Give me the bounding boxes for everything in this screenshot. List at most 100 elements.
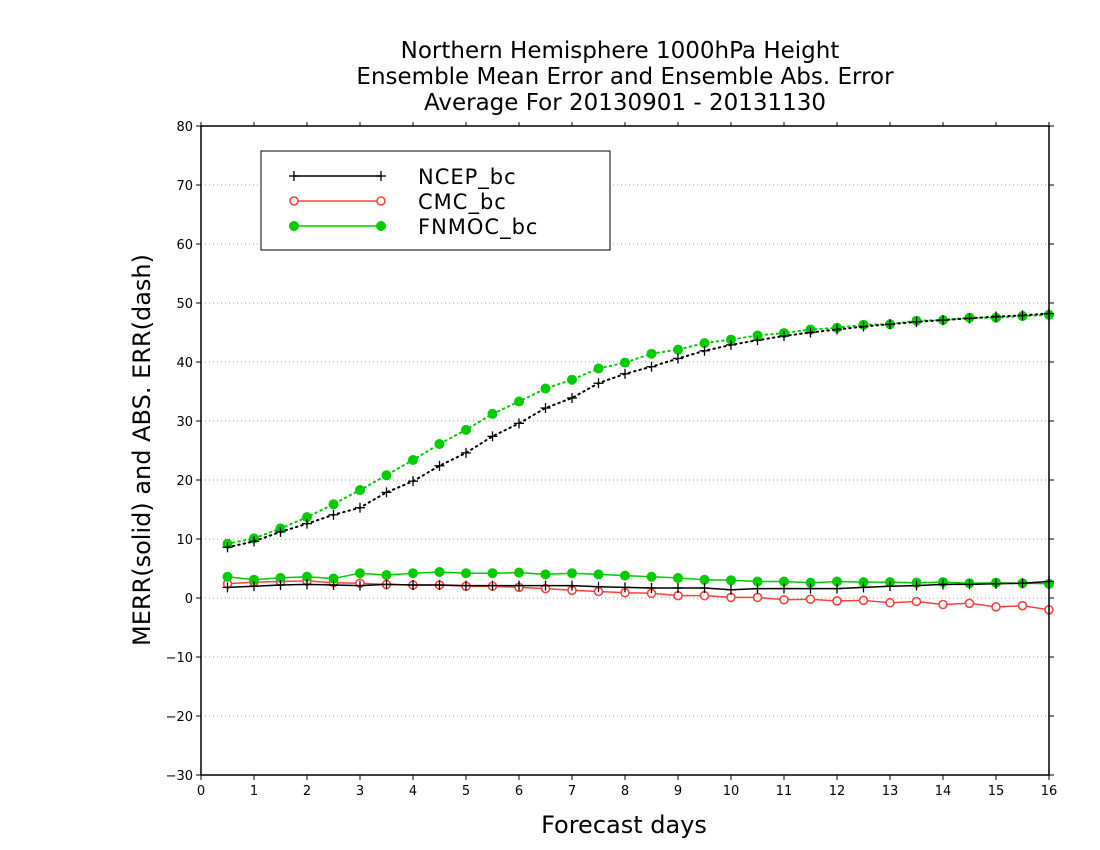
legend-label-cmc-bc: CMC_bc <box>418 190 507 215</box>
ncep-bc-abs-err-point-23 <box>832 324 842 335</box>
ncep-bc-merr-point-0 <box>222 582 233 593</box>
legend-marker-end-cmc-bc <box>376 196 386 206</box>
y-tick-label-8: 50 <box>176 297 193 312</box>
cmc-bc-merr-point-25 <box>885 597 895 608</box>
ncep-bc-merr-point-15 <box>620 582 630 593</box>
fnmoc-bc-merr-point-18 <box>699 574 710 585</box>
fnmoc-bc-abs-err-point-13 <box>567 374 577 385</box>
x-tick-label-1: 1 <box>250 784 258 799</box>
legend-marker-start-ncep-bc <box>289 171 299 181</box>
fnmoc-bc-abs-err-point-10 <box>487 408 498 419</box>
x-tick-label-16: 16 <box>1041 784 1058 799</box>
legend-marker-end-fnmoc-bc <box>376 221 386 231</box>
title-line-2: Ensemble Mean Error and Ensemble Abs. Er… <box>356 64 894 90</box>
fnmoc-bc-merr-point-6 <box>381 569 392 580</box>
ncep-bc-merr-point-22 <box>805 583 816 594</box>
fnmoc-bc-abs-err-point-7 <box>408 454 418 465</box>
cmc-bc-merr-point-21 <box>779 594 789 605</box>
fnmoc-bc-merr-point-16 <box>646 571 657 582</box>
ncep-bc-abs-err-point-4 <box>328 509 339 520</box>
ncep-bc-merr-point-1 <box>249 581 259 592</box>
ncep-bc-abs-err-point-25 <box>885 319 895 330</box>
x-tick-label-7: 7 <box>568 784 576 799</box>
fnmoc-bc-abs-err-point-12 <box>540 383 551 394</box>
fnmoc-bc-abs-err-point-14 <box>593 363 604 374</box>
ncep-bc-abs-err-point-9 <box>461 447 471 458</box>
ncep-bc-merr-point-9 <box>461 580 471 591</box>
y-tick-label-1: −20 <box>166 710 193 725</box>
cmc-bc-merr-point-28 <box>964 598 975 609</box>
ncep-bc-abs-err-point-3 <box>302 518 312 529</box>
ncep-bc-abs-err-point-21 <box>779 331 789 342</box>
x-tick-label-9: 9 <box>674 784 682 799</box>
cmc-bc-merr-point-30 <box>1017 600 1028 611</box>
ncep-bc-merr-point-19 <box>726 584 736 595</box>
ncep-bc-merr-point-20 <box>752 583 763 594</box>
ncep-bc-merr-point-23 <box>832 583 842 594</box>
y-tick-label-5: 20 <box>176 474 193 489</box>
y-tick-label-7: 40 <box>176 356 193 371</box>
y-tick-label-0: −30 <box>166 769 193 784</box>
x-tick-label-13: 13 <box>882 784 899 799</box>
fnmoc-bc-abs-err-point-15 <box>620 357 630 368</box>
y-tick-label-9: 60 <box>176 238 193 253</box>
series-fnmoc-bc <box>222 309 1054 589</box>
ncep-bc-merr-point-6 <box>381 579 392 590</box>
y-tick-label-4: 10 <box>176 533 193 548</box>
ncep-bc-abs-err-point-27 <box>938 315 948 326</box>
fnmoc-bc-merr-point-19 <box>726 575 736 586</box>
fnmoc-bc-merr-point-10 <box>487 568 498 579</box>
fnmoc-bc-merr-point-14 <box>593 569 604 580</box>
ncep-bc-abs-err-point-10 <box>487 431 498 442</box>
ncep-bc-abs-err-point-22 <box>805 327 816 338</box>
ncep-bc-abs-err-point-28 <box>964 313 975 324</box>
legend-marker-end-ncep-bc <box>376 171 386 181</box>
ncep-bc-abs-err-point-15 <box>620 368 630 379</box>
ncep-bc-merr-point-11 <box>514 580 524 591</box>
x-tick-label-4: 4 <box>409 784 417 799</box>
ncep-bc-abs-err-point-12 <box>540 403 551 414</box>
chart-title: Northern Hemisphere 1000hPa Height Ensem… <box>356 38 894 116</box>
ncep-bc-merr-point-4 <box>328 580 339 591</box>
y-tick-label-2: −10 <box>166 651 193 666</box>
y-tick-label-3: 0 <box>185 592 193 607</box>
ncep-bc-merr-point-30 <box>1017 578 1028 589</box>
fnmoc-bc-abs-err-point-11 <box>514 396 524 407</box>
fnmoc-bc-merr-point-17 <box>673 572 683 583</box>
ncep-bc-merr-point-14 <box>593 581 604 592</box>
fnmoc-bc-abs-err-point-8 <box>434 439 445 450</box>
ncep-bc-abs-err-point-11 <box>514 418 524 429</box>
x-tick-label-2: 2 <box>303 784 311 799</box>
ncep-bc-abs-err-line <box>226 312 1050 549</box>
ncep-bc-abs-err-point-6 <box>381 487 392 498</box>
ncep-bc-merr-point-25 <box>885 581 895 592</box>
legend-item-fnmoc-bc: FNMOC_bc <box>289 215 538 240</box>
fnmoc-bc-merr-point-15 <box>620 570 630 581</box>
ncep-bc-abs-err-point-26 <box>911 316 922 327</box>
fnmoc-bc-merr-line <box>227 571 1050 585</box>
ncep-bc-merr-point-2 <box>275 580 286 591</box>
ncep-bc-abs-err-point-8 <box>434 460 445 471</box>
ncep-bc-abs-err-point-0 <box>222 542 233 553</box>
fnmoc-bc-merr-point-9 <box>461 568 471 579</box>
cmc-bc-merr-point-20 <box>752 592 763 603</box>
cmc-bc-merr-point-26 <box>911 596 922 607</box>
ncep-bc-abs-err-point-1 <box>249 536 259 547</box>
x-tick-label-15: 15 <box>988 784 1005 799</box>
x-tick-label-10: 10 <box>723 784 740 799</box>
ncep-bc-merr-point-27 <box>938 579 948 590</box>
ncep-bc-abs-err-point-19 <box>726 339 736 350</box>
x-axis-label: Forecast days <box>541 811 707 839</box>
ncep-bc-abs-err-point-7 <box>408 476 418 487</box>
ncep-bc-merr-point-12 <box>540 580 551 591</box>
series-layer <box>222 308 1054 615</box>
title-line-1: Northern Hemisphere 1000hPa Height <box>401 38 840 64</box>
ncep-bc-merr-point-7 <box>408 580 418 591</box>
fnmoc-bc-abs-err-point-6 <box>381 470 392 481</box>
legend-label-fnmoc-bc: FNMOC_bc <box>418 215 538 240</box>
cmc-bc-merr-point-23 <box>832 596 842 606</box>
x-tick-label-0: 0 <box>197 784 205 799</box>
ncep-bc-merr-point-17 <box>673 582 683 593</box>
y-tick-label-10: 70 <box>176 179 193 194</box>
ncep-bc-abs-err-point-30 <box>1017 310 1028 321</box>
